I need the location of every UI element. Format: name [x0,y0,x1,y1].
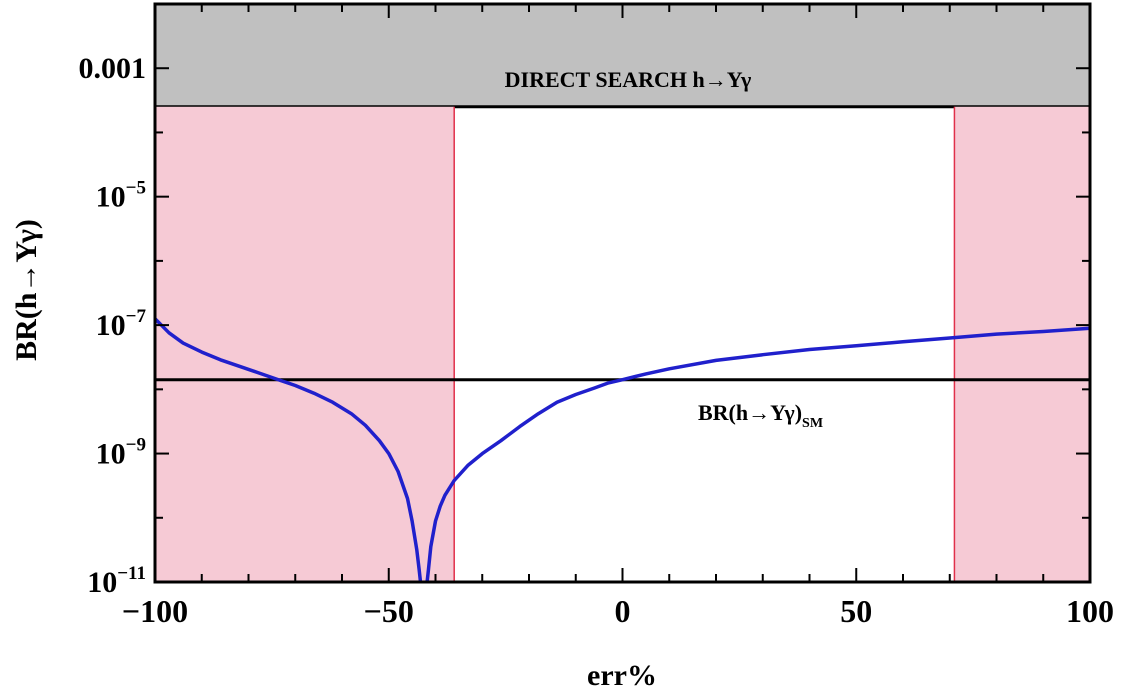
y-tick-exponent: −9 [126,435,146,456]
x-tick-label: 50 [840,593,872,629]
y-tick-label: 10−7 [96,306,147,342]
y-tick-label: 10−5 [96,178,146,214]
y-tick-base: 10 [96,309,126,342]
excluded-right-region [954,106,1090,582]
y-tick-exponent: −11 [117,563,146,584]
y-tick-base: 10 [87,566,117,599]
series-line-1 [155,317,423,582]
series [155,317,1090,582]
x-tick-label: 0 [615,593,631,629]
y-tick-exponent: −5 [126,178,146,199]
annotations: DIRECT SEARCH h→Υγ BR(h→Υγ)SM [505,67,823,431]
y-tick-exponent: −7 [126,306,147,327]
x-tick-label: −100 [122,593,188,629]
sm-label-subscript: SM [802,416,823,431]
direct-search-label: DIRECT SEARCH h→Υγ [505,67,752,92]
y-tick-base: 10 [96,438,126,471]
excluded-left-region [155,106,455,582]
direct-search-region [155,4,1090,107]
y-axis-title: BR(h→Υγ) [10,219,43,361]
y-tick-label: 0.001 [79,52,147,85]
x-axis-title: err% [587,659,657,692]
ticks [154,3,1091,583]
x-tick-label: 100 [1066,593,1114,629]
y-tick-base: 10 [96,181,126,214]
y-tick-label: 10−11 [87,563,146,599]
x-tick-labels: −100 −50 0 50 100 [122,593,1114,629]
x-tick-label: −50 [364,593,414,629]
y-tick-label: 10−9 [96,435,146,471]
series-line-2 [425,326,1090,582]
sm-label: BR(h→Υγ)SM [698,400,823,431]
